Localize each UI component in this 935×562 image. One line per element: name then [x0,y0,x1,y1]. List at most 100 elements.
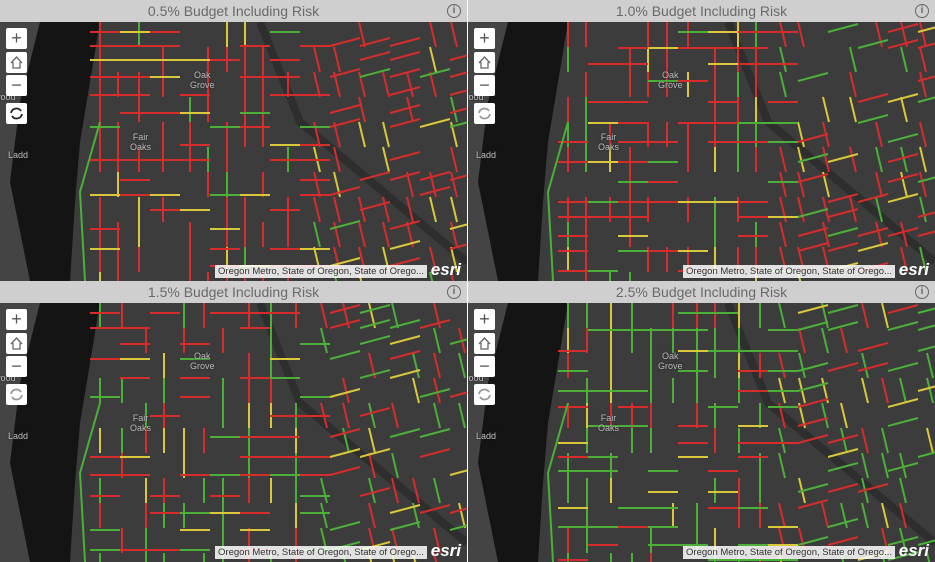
street [881,377,889,404]
basemap [468,303,935,562]
street [881,452,889,479]
street [419,118,451,128]
street [779,71,787,98]
street [329,428,361,438]
attribution: Oregon Metro, State of Oregon, State of … [215,265,427,278]
street [359,201,391,211]
street [827,227,859,237]
street [359,335,391,345]
zoom-out[interactable]: − [6,75,27,96]
info-button[interactable]: i [447,285,461,299]
street [797,227,829,237]
zoom-in[interactable]: + [6,309,27,330]
street [899,452,907,479]
street [827,362,859,372]
info-button[interactable]: i [915,285,929,299]
refresh-button[interactable] [474,384,495,405]
zoom-in[interactable]: + [6,28,27,49]
attribution: Oregon Metro, State of Oregon, State of … [683,546,895,559]
street [778,303,786,329]
street [917,345,935,352]
street [821,327,829,354]
zoom-in[interactable]: + [474,309,495,330]
street [887,398,919,408]
home-button[interactable] [474,333,495,354]
place-line: wood [0,373,16,383]
panel-title-bar: 1.0% Budget Including Risk [468,0,935,22]
street [827,23,859,33]
place-label: Fair Oaks [598,132,619,152]
street [797,72,829,82]
zoom-in[interactable]: + [474,28,495,49]
refresh-button[interactable] [474,103,495,124]
street [449,507,467,514]
street [797,146,805,173]
home-button[interactable] [6,52,27,73]
street [917,230,935,237]
street [900,96,908,123]
street [849,71,857,98]
street [449,524,467,531]
street [433,552,438,562]
home-button[interactable] [6,333,27,354]
home-icon [10,337,23,350]
trail [78,121,101,281]
street [887,173,919,183]
place-line: Fair [132,413,149,423]
street [887,133,919,143]
street [917,307,935,314]
home-button[interactable] [474,52,495,73]
info-button[interactable]: i [447,4,461,18]
street [313,171,321,198]
street [449,391,467,398]
zoom-out[interactable]: − [6,356,27,377]
street [406,196,414,223]
esri-logo: esri [430,260,461,279]
refresh-button[interactable] [6,103,27,124]
street [433,327,441,354]
place-label: Oak Grove [190,351,215,371]
place-line: Ladd [8,150,29,160]
street [779,22,787,48]
street [797,171,805,198]
street [419,428,451,438]
street [797,434,829,444]
street [887,304,919,314]
refresh-button[interactable] [6,384,27,405]
panel-title: 0.5% Budget Including Risk [147,3,320,19]
street [313,46,321,73]
refresh-icon [478,388,491,401]
street [887,536,919,546]
street [827,321,859,331]
street [887,193,919,203]
street [900,46,908,73]
street [821,402,829,429]
street [821,502,829,529]
street [840,402,848,429]
place-line: wood [468,373,484,383]
street [797,536,829,546]
street [779,146,787,173]
zoom-out[interactable]: − [474,356,495,377]
street [433,352,441,379]
street [329,186,361,196]
zoom-out[interactable]: − [474,75,495,96]
info-button[interactable]: i [915,4,929,18]
street [917,211,935,218]
street [797,304,829,314]
street [391,402,399,429]
street [382,146,390,173]
street [827,462,859,472]
street [359,304,391,314]
street [429,246,437,273]
street [857,39,889,49]
street [881,502,889,529]
street [840,427,848,454]
street [389,171,421,181]
street [389,504,421,514]
street [342,377,350,404]
street [827,153,859,163]
